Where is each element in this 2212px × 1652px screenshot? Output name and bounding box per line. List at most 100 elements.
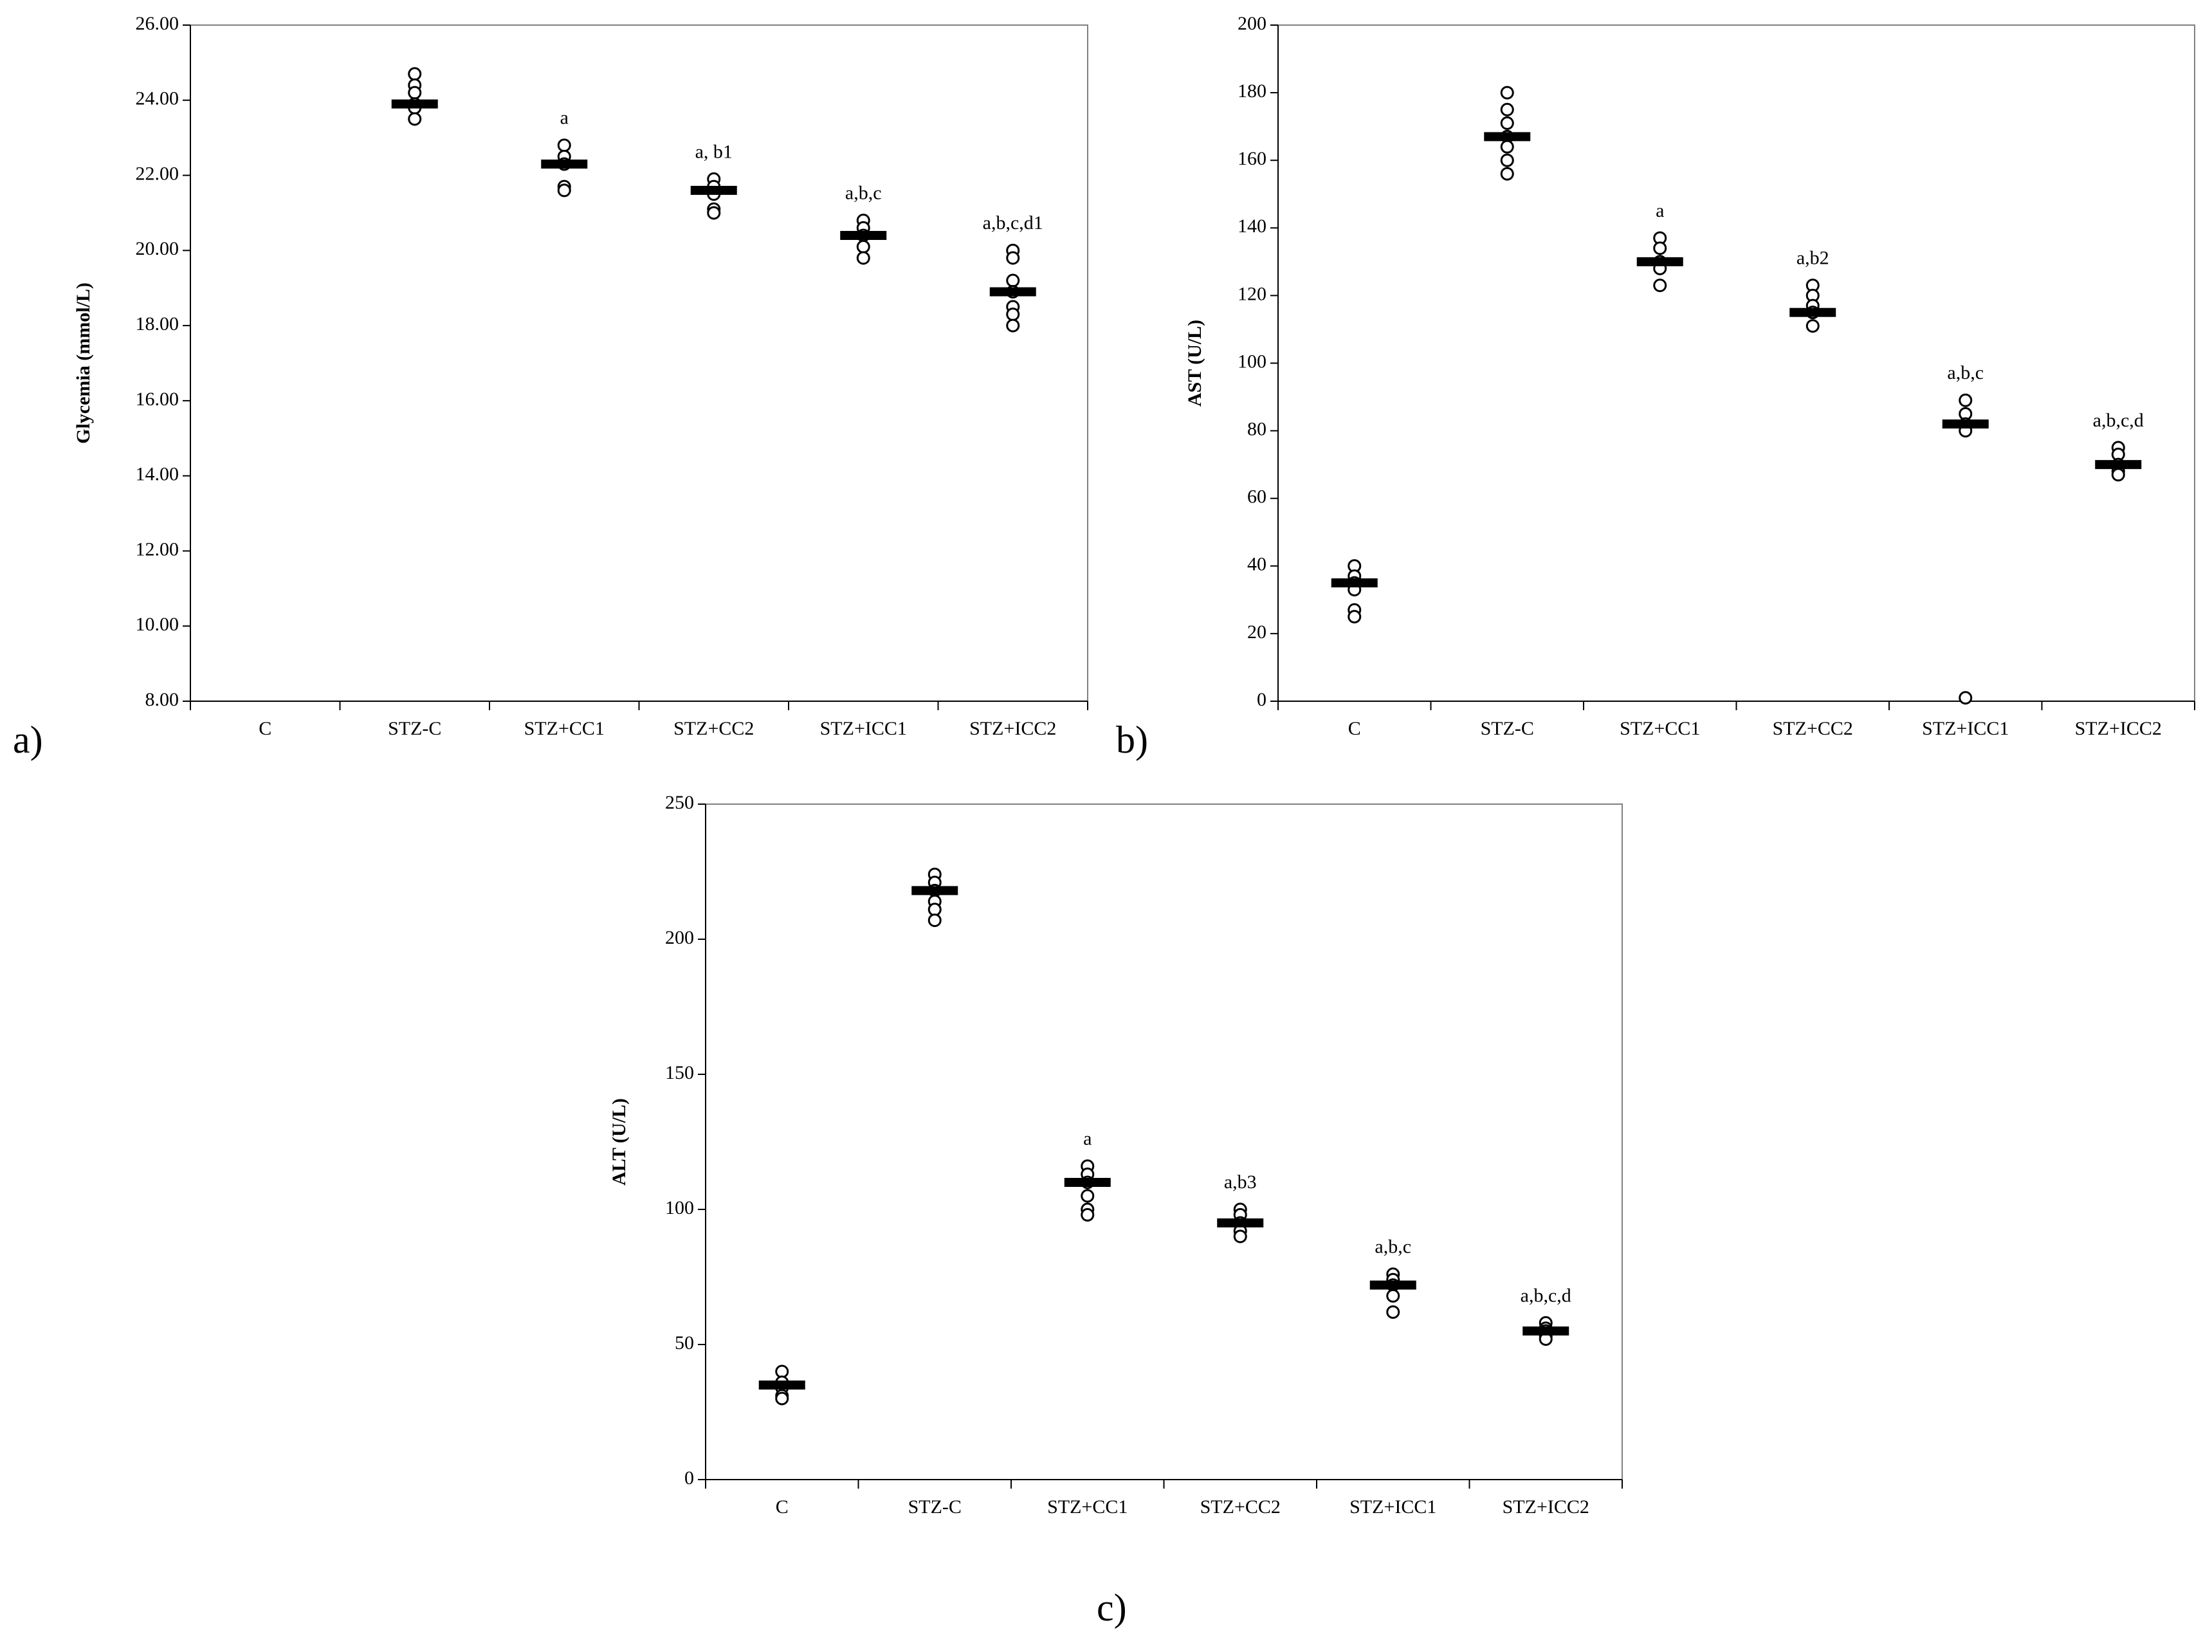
annotation: a,b,c,d xyxy=(1521,1285,1571,1306)
x-tick-label: STZ+ICC1 xyxy=(820,718,907,739)
data-point xyxy=(707,206,721,220)
data-point xyxy=(1500,167,1514,181)
data-point xyxy=(1233,1229,1247,1244)
mean-bar xyxy=(1064,1178,1111,1187)
plot-frame xyxy=(190,24,1088,702)
y-tick-label: 18.00 xyxy=(136,313,179,335)
data-point xyxy=(1959,393,1973,407)
data-point xyxy=(856,251,870,265)
data-point xyxy=(1386,1289,1400,1303)
data-point xyxy=(1006,273,1020,288)
mean-bar xyxy=(690,185,737,195)
panel-label: c) xyxy=(1097,1586,1127,1629)
x-tick-label: STZ-C xyxy=(908,1496,962,1518)
annotation: a xyxy=(1083,1128,1092,1150)
y-tick-label: 120 xyxy=(1238,283,1266,304)
y-tick-label: 40 xyxy=(1247,554,1266,575)
x-tick-label: STZ+CC2 xyxy=(1773,718,1853,739)
annotation: a,b3 xyxy=(1224,1171,1257,1193)
mean-bar xyxy=(911,886,958,895)
plot-frame xyxy=(1277,24,2195,702)
data-point xyxy=(1500,116,1514,130)
y-tick-label: 100 xyxy=(665,1197,694,1218)
y-tick-label: 80 xyxy=(1247,418,1266,439)
x-tick-label: STZ+CC1 xyxy=(1047,1496,1128,1518)
y-axis-label: ALT (U/L) xyxy=(608,1098,630,1186)
data-point xyxy=(2111,468,2125,482)
y-tick-label: 12.00 xyxy=(136,538,179,560)
data-point xyxy=(408,86,422,100)
plot-frame xyxy=(705,803,1623,1480)
y-tick-label: 60 xyxy=(1247,486,1266,508)
annotation: a,b,c,d xyxy=(2093,410,2144,431)
data-point xyxy=(1348,610,1362,624)
mean-bar xyxy=(391,99,438,109)
data-point xyxy=(1500,153,1514,167)
data-point xyxy=(1006,318,1020,333)
x-tick-label: C xyxy=(259,718,271,739)
x-tick-label: STZ+ICC1 xyxy=(1349,1496,1436,1518)
data-point xyxy=(1006,251,1020,265)
y-tick-label: 250 xyxy=(665,792,694,813)
y-tick-label: 0 xyxy=(1257,689,1266,710)
data-point xyxy=(1500,86,1514,100)
data-point xyxy=(1805,319,1820,333)
x-tick-label: STZ+CC1 xyxy=(524,718,605,739)
data-point xyxy=(1959,691,1973,705)
x-tick-label: C xyxy=(776,1496,789,1518)
annotation: a, b1 xyxy=(695,141,733,162)
data-point xyxy=(1500,102,1514,116)
mean-bar xyxy=(1217,1218,1264,1227)
mean-bar xyxy=(1369,1280,1416,1290)
mean-bar xyxy=(541,160,588,169)
annotation: a,b2 xyxy=(1796,248,1829,269)
mean-bar xyxy=(1484,132,1531,142)
data-point xyxy=(557,183,571,197)
x-tick-label: STZ+ICC2 xyxy=(1503,1496,1589,1518)
annotation: a,b,c xyxy=(1947,362,1984,383)
y-tick-label: 150 xyxy=(665,1062,694,1083)
mean-bar xyxy=(989,287,1036,297)
panel-label: b) xyxy=(1116,719,1148,761)
data-point xyxy=(408,67,422,81)
y-tick-label: 14.00 xyxy=(136,464,179,485)
x-tick-label: STZ+CC2 xyxy=(1200,1496,1281,1518)
x-tick-label: STZ-C xyxy=(388,718,441,739)
y-tick-label: 0 xyxy=(684,1467,694,1489)
annotation: a xyxy=(1656,200,1664,221)
x-tick-label: STZ+CC1 xyxy=(1620,718,1700,739)
y-tick-label: 100 xyxy=(1238,351,1266,372)
y-tick-label: 140 xyxy=(1238,216,1266,237)
data-point xyxy=(1006,307,1020,322)
y-tick-label: 8.00 xyxy=(145,689,179,710)
data-point xyxy=(928,913,942,928)
annotation: a,b,c,d1 xyxy=(983,212,1043,234)
y-tick-label: 200 xyxy=(665,927,694,948)
panel-label: a) xyxy=(13,719,43,761)
mean-bar xyxy=(1789,307,1836,317)
data-point xyxy=(1653,241,1667,255)
x-tick-label: STZ+ICC2 xyxy=(2075,718,2162,739)
data-point xyxy=(775,1391,789,1406)
annotation: a,b,c xyxy=(1375,1236,1411,1258)
data-point xyxy=(408,112,422,126)
data-point xyxy=(1386,1305,1400,1319)
annotation: a,b,c xyxy=(845,183,882,204)
y-tick-label: 50 xyxy=(675,1332,694,1354)
data-point xyxy=(856,239,870,253)
mean-bar xyxy=(1331,578,1378,588)
data-point xyxy=(1500,140,1514,154)
y-tick-label: 200 xyxy=(1238,13,1266,34)
data-point xyxy=(557,138,571,152)
mean-bar xyxy=(1636,257,1683,266)
data-point xyxy=(1653,279,1667,293)
x-tick-label: STZ+ICC2 xyxy=(969,718,1056,739)
x-tick-label: STZ+ICC1 xyxy=(1922,718,2009,739)
y-tick-label: 160 xyxy=(1238,148,1266,169)
y-axis-label: Glycemia (mmol/L) xyxy=(73,282,94,444)
y-tick-label: 20 xyxy=(1247,621,1266,643)
mean-bar xyxy=(1942,419,1989,429)
x-tick-label: STZ+CC2 xyxy=(673,718,754,739)
x-tick-label: C xyxy=(1348,718,1361,739)
